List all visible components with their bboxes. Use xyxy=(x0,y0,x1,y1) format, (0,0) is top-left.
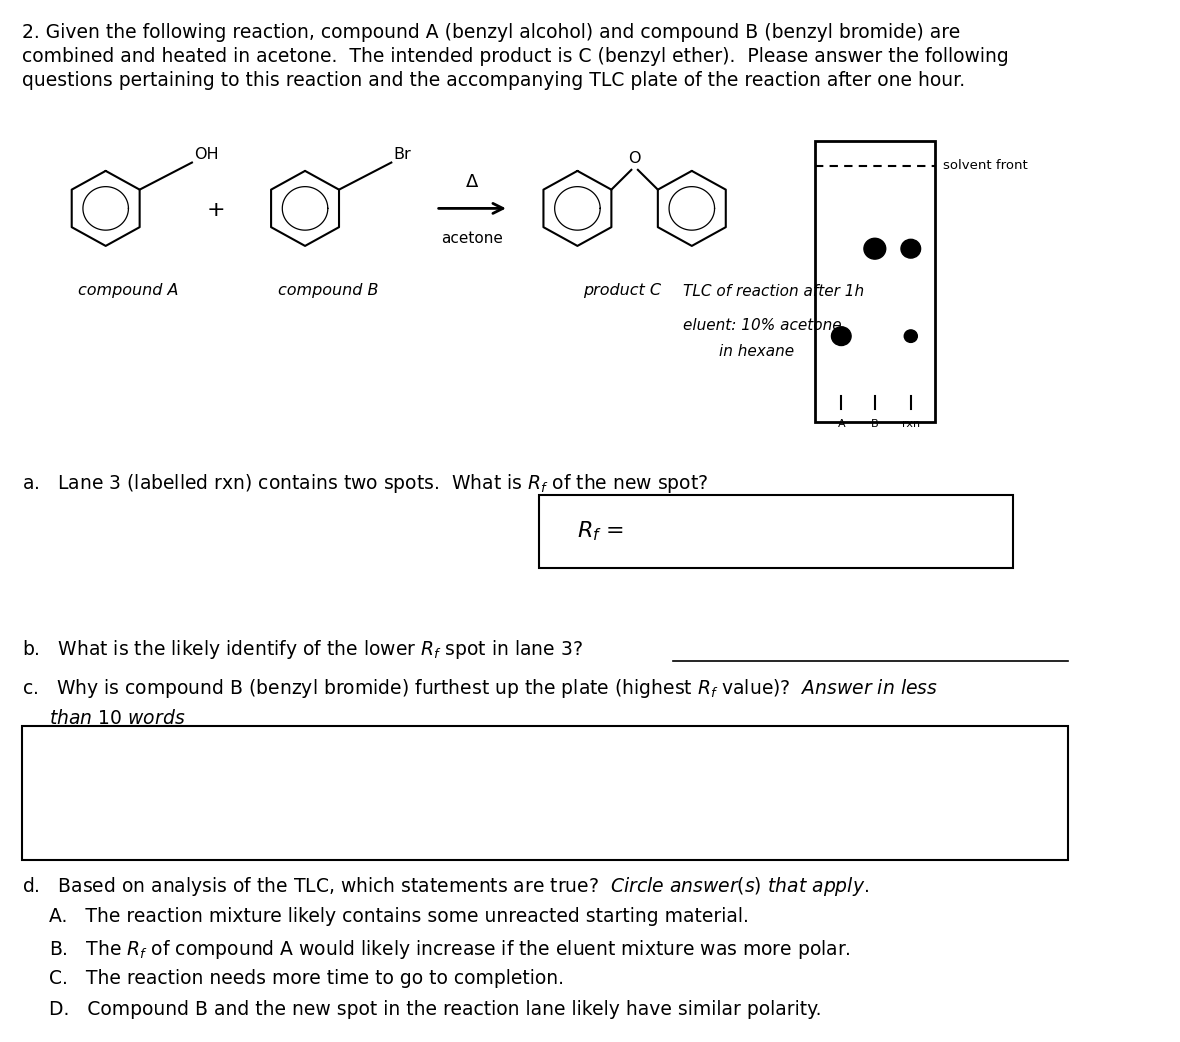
Text: $R_f$ =: $R_f$ = xyxy=(577,520,624,543)
Text: OH: OH xyxy=(195,147,218,162)
Text: C.   The reaction needs more time to go to completion.: C. The reaction needs more time to go to… xyxy=(50,969,564,988)
Text: d.   Based on analysis of the TLC, which statements are true?  $\it{Circle\ answ: d. Based on analysis of the TLC, which s… xyxy=(21,875,868,898)
Text: B: B xyxy=(871,419,879,429)
Text: $\Delta$: $\Delta$ xyxy=(465,173,479,191)
Text: questions pertaining to this reaction and the accompanying TLC plate of the reac: questions pertaining to this reaction an… xyxy=(21,71,965,90)
Text: product C: product C xyxy=(583,283,661,298)
Bar xyxy=(815,141,935,422)
Text: solvent front: solvent front xyxy=(944,159,1028,173)
Text: combined and heated in acetone.  The intended product is C (benzyl ether).  Plea: combined and heated in acetone. The inte… xyxy=(21,47,1009,66)
Text: O: O xyxy=(629,151,641,166)
Text: A: A xyxy=(838,419,845,429)
Text: 2. Given the following reaction, compound A (benzyl alcohol) and compound B (ben: 2. Given the following reaction, compoun… xyxy=(21,23,961,42)
Text: TLC of reaction after 1h: TLC of reaction after 1h xyxy=(683,284,864,299)
Text: eluent: 10% acetone: eluent: 10% acetone xyxy=(683,318,841,332)
Text: Br: Br xyxy=(393,147,412,162)
Text: b.   What is the likely identify of the lower $R_f$ spot in lane 3?: b. What is the likely identify of the lo… xyxy=(21,638,583,661)
Bar xyxy=(539,495,1014,568)
Text: acetone: acetone xyxy=(441,231,503,246)
Circle shape xyxy=(864,239,886,259)
Bar xyxy=(21,726,1068,860)
Text: D.   Compound B and the new spot in the reaction lane likely have similar polari: D. Compound B and the new spot in the re… xyxy=(50,1000,821,1019)
Text: a.   Lane 3 (labelled rxn) contains two spots.  What is $R_f$ of the new spot?: a. Lane 3 (labelled rxn) contains two sp… xyxy=(21,472,708,495)
Text: compound B: compound B xyxy=(277,283,379,298)
Text: rxn: rxn xyxy=(902,419,920,429)
Text: A.   The reaction mixture likely contains some unreacted starting material.: A. The reaction mixture likely contains … xyxy=(50,907,749,925)
Text: c.   Why is compound B (benzyl bromide) furthest up the plate (highest $R_f$ val: c. Why is compound B (benzyl bromide) fu… xyxy=(21,677,938,700)
Text: compound A: compound A xyxy=(78,283,179,298)
Circle shape xyxy=(832,327,851,346)
Circle shape xyxy=(902,240,920,258)
Text: +: + xyxy=(206,200,225,221)
Text: in hexane: in hexane xyxy=(719,344,794,358)
Text: B.   The $R_f$ of compound A would likely increase if the eluent mixture was mor: B. The $R_f$ of compound A would likely … xyxy=(50,938,851,961)
Circle shape xyxy=(904,330,917,343)
Text: $\it{than\ 10\ words}$: $\it{than\ 10\ words}$ xyxy=(50,709,185,727)
